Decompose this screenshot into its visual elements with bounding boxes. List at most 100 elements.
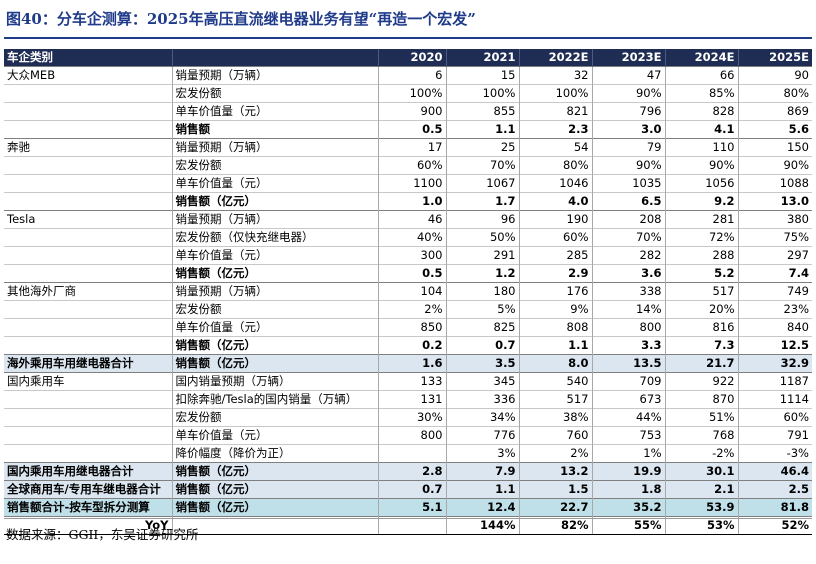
row-value-cell: 1.8 [591,480,665,499]
row-value-cell: 34% [445,408,519,427]
row-value-cell: 44% [591,408,665,427]
row-value-cell: 4.1 [664,120,738,139]
row-value-cell: 90% [591,84,665,103]
row-value-cell: 80% [737,84,812,103]
row-company-cell [4,84,172,103]
row-value-cell: 13.2 [518,462,592,481]
row-company-cell [4,390,172,409]
row-value-cell: 104 [377,282,446,301]
row-value-cell: 5.6 [737,120,812,139]
relay-forecast-table: 车企类别 2020 2021 2022E 2023E 2024E 2025E 大… [4,49,812,535]
row-value-cell: 4.0 [518,192,592,211]
row-value-cell: 673 [591,390,665,409]
row-value-cell: 768 [664,426,738,445]
row-value-cell: 60% [377,156,446,175]
row-value-cell: 540 [518,372,592,391]
row-value-cell [377,516,446,535]
row-metric-cell: 国内销量预期（万辆） [171,372,378,391]
row-value-cell: 82% [518,516,592,535]
row-value-cell: 760 [518,426,592,445]
row-value-cell: 110 [664,138,738,157]
table-row: 全球商用车/专用车继电器合计 销售额（亿元） 0.7 1.1 1.5 1.8 2.1 2.5 [4,480,812,499]
row-value-cell: 25 [445,138,519,157]
row-value-cell: 70% [445,156,519,175]
row-value-cell: 46 [377,210,446,229]
row-value-cell: 96 [445,210,519,229]
row-value-cell: 90% [591,156,665,175]
row-value-cell: 32.9 [737,354,812,373]
row-value-cell: 13.5 [591,354,665,373]
row-value-cell: 1067 [445,174,519,193]
row-value-cell: 1.1 [518,336,592,355]
row-value-cell: 7.4 [737,264,812,283]
source-note: 数据来源：GGII，东吴证券研究所 [6,527,199,542]
table-row: 单车价值量（元） 850 825 808 800 816 840 [4,318,812,337]
row-value-cell: 9% [518,300,592,319]
row-value-cell: 52% [737,516,812,535]
row-value-cell: 0.2 [377,336,446,355]
row-value-cell: 6 [377,66,446,85]
row-company-cell [4,228,172,247]
row-company-cell: 全球商用车/专用车继电器合计 [4,480,172,499]
row-value-cell: 23% [737,300,812,319]
row-value-cell: 282 [591,246,665,265]
row-value-cell [377,444,446,463]
row-value-cell: 51% [664,408,738,427]
row-value-cell: 53.9 [664,498,738,517]
table-row: 宏发份额 100% 100% 100% 90% 85% 80% [4,84,812,103]
row-value-cell: 285 [518,246,592,265]
row-company-cell [4,300,172,319]
row-value-cell: 100% [518,84,592,103]
row-value-cell: 5.1 [377,498,446,517]
row-value-cell: 749 [737,282,812,301]
row-company-cell [4,102,172,121]
row-value-cell: 0.5 [377,264,446,283]
row-company-cell: 国内乘用车 [4,372,172,391]
header-metric [171,49,378,67]
header-company: 车企类别 [4,49,172,67]
table-header-row: 车企类别 2020 2021 2022E 2023E 2024E 2025E [4,49,812,67]
row-value-cell: 808 [518,318,592,337]
table-row: 国内乘用车用继电器合计 销售额（亿元） 2.8 7.9 13.2 19.9 30.1 46.4 [4,462,812,481]
row-value-cell: 380 [737,210,812,229]
table-row: 降价幅度（降价为正） 3% 2% 1% -2% -3% [4,444,812,463]
row-value-cell: 90% [664,156,738,175]
row-value-cell: 180 [445,282,519,301]
header-2025e: 2025E [737,49,812,67]
row-value-cell: 281 [664,210,738,229]
row-value-cell: 855 [445,102,519,121]
row-value-cell: 5% [445,300,519,319]
row-value-cell: 1.6 [377,354,446,373]
row-metric-cell: 销量预期（万辆） [171,282,378,301]
row-metric-cell: 销售额（亿元） [171,336,378,355]
row-value-cell: 1.7 [445,192,519,211]
row-value-cell: 297 [737,246,812,265]
row-value-cell: 1046 [518,174,592,193]
row-value-cell: 3.3 [591,336,665,355]
row-value-cell: 55% [591,516,665,535]
row-metric-cell: 单车价值量（元） [171,318,378,337]
row-value-cell: 133 [377,372,446,391]
row-value-cell: 800 [377,426,446,445]
row-value-cell: 85% [664,84,738,103]
table-row: 销售额（亿元） 1.0 1.7 4.0 6.5 9.2 13.0 [4,192,812,211]
row-value-cell: 20% [664,300,738,319]
row-value-cell: 22.7 [518,498,592,517]
row-value-cell: 2.9 [518,264,592,283]
row-metric-cell: 宏发份额（仅快充继电器） [171,228,378,247]
row-value-cell: 81.8 [737,498,812,517]
table-row: 销售额合计-按车型拆分测算 销售额（亿元） 5.1 12.4 22.7 35.2 53.9 8… [4,498,812,517]
row-company-cell [4,192,172,211]
row-value-cell: 825 [445,318,519,337]
header-2020: 2020 [377,49,446,67]
row-metric-cell: 销售额 [171,120,378,139]
row-value-cell: -3% [737,444,812,463]
row-value-cell: 32 [518,66,592,85]
row-value-cell: 150 [737,138,812,157]
table-row: 单车价值量（元） 1100 1067 1046 1035 1056 1088 [4,174,812,193]
row-value-cell: 338 [591,282,665,301]
header-2023e: 2023E [591,49,665,67]
row-value-cell: 922 [664,372,738,391]
row-metric-cell: 单车价值量（元） [171,102,378,121]
row-value-cell: 100% [377,84,446,103]
